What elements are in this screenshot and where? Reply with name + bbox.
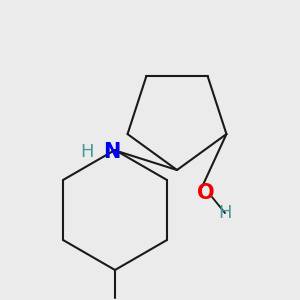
Text: H: H (218, 204, 232, 222)
Text: O: O (197, 183, 215, 203)
Text: N: N (103, 142, 121, 162)
Text: H: H (80, 143, 94, 161)
